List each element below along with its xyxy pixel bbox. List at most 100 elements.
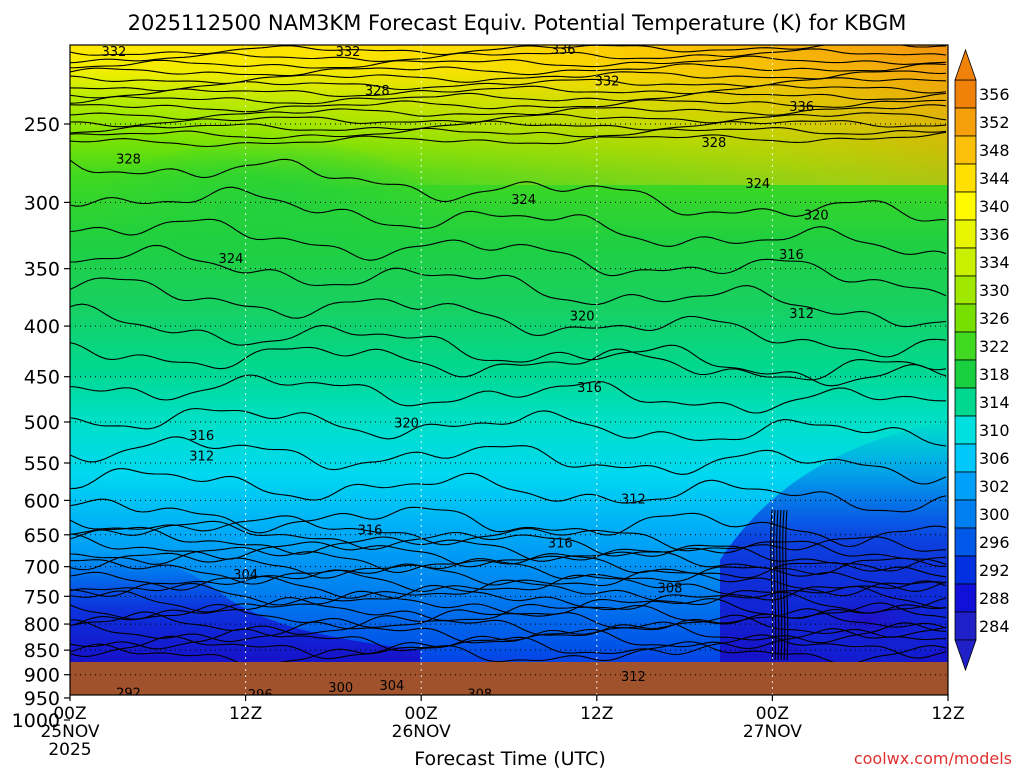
colorbar-label: 284 bbox=[979, 617, 1010, 636]
x-tick-label: 12Z bbox=[580, 704, 613, 724]
colorbar-swatch bbox=[954, 583, 977, 613]
colorbar-swatch bbox=[954, 163, 977, 193]
contour-label: 336 bbox=[789, 100, 814, 115]
contour-line bbox=[70, 99, 947, 113]
contour-line bbox=[770, 509, 774, 661]
contour-label: 316 bbox=[779, 248, 804, 263]
y-tick-label: 450 bbox=[24, 367, 60, 389]
colorbar-label: 334 bbox=[979, 253, 1010, 272]
colorbar-swatch bbox=[954, 415, 977, 445]
colorbar-label: 302 bbox=[979, 477, 1010, 496]
contour-line bbox=[70, 611, 947, 638]
y-tick-label: 650 bbox=[24, 525, 60, 547]
contour-line bbox=[782, 509, 786, 661]
colorbar-label: 344 bbox=[979, 169, 1010, 188]
colorbar-label: 296 bbox=[979, 533, 1010, 552]
contour-label: 308 bbox=[658, 581, 683, 596]
contour-line bbox=[70, 120, 947, 134]
y-tick-label: 350 bbox=[24, 259, 60, 281]
contour-label: 296 bbox=[248, 688, 273, 703]
x-tick-label: 2025 bbox=[48, 740, 91, 760]
x-axis-label: Forecast Time (UTC) bbox=[414, 748, 605, 768]
contour-line bbox=[70, 186, 947, 255]
colorbar-swatch bbox=[954, 247, 977, 277]
x-tick-label: 25NOV bbox=[40, 722, 99, 742]
colorbar-label: 318 bbox=[979, 365, 1010, 384]
colorbar-label: 356 bbox=[979, 85, 1010, 104]
colorbar-label: 352 bbox=[979, 113, 1010, 132]
contour-line bbox=[70, 628, 946, 652]
contour-line bbox=[70, 77, 947, 92]
contour-label: 324 bbox=[511, 193, 536, 208]
contour-line bbox=[773, 509, 777, 661]
contour-label: 332 bbox=[595, 75, 620, 90]
contour-line bbox=[70, 341, 947, 381]
colorbar-label: 314 bbox=[979, 393, 1010, 412]
colorbar-swatch bbox=[954, 275, 977, 305]
x-tick-label: 00Z bbox=[756, 704, 789, 724]
contour-line bbox=[70, 590, 947, 620]
colorbar-swatch bbox=[954, 107, 977, 137]
plot-area: 332 3323403363283323363283283243243203163… bbox=[70, 43, 948, 709]
contour-label: 316 bbox=[548, 537, 573, 552]
colorbar-swatch bbox=[954, 499, 977, 529]
x-tick-label: 00Z bbox=[53, 704, 86, 724]
colorbar-swatch bbox=[954, 471, 977, 501]
contour-line bbox=[70, 55, 947, 69]
contour-label: 336 bbox=[551, 43, 576, 58]
x-tick-label: 12Z bbox=[229, 704, 262, 724]
contour-line bbox=[70, 70, 947, 84]
contour-line bbox=[70, 634, 947, 660]
y-tick-label: 600 bbox=[24, 490, 60, 512]
contour-label: 320 bbox=[804, 208, 829, 223]
contour-line bbox=[70, 619, 947, 644]
colorbar-label: 310 bbox=[979, 421, 1010, 440]
contour-line bbox=[70, 569, 947, 601]
x-tick-label: 12Z bbox=[931, 704, 964, 724]
contour-line bbox=[70, 526, 947, 572]
x-tick-label: 00Z bbox=[405, 704, 438, 724]
contour-line bbox=[70, 84, 947, 99]
y-tick-label: 750 bbox=[24, 586, 60, 608]
ground-terrain bbox=[70, 662, 948, 695]
y-tick-label: 950 bbox=[24, 688, 60, 710]
colorbar-label: 340 bbox=[979, 197, 1010, 216]
contour-label: 312 bbox=[189, 449, 214, 464]
x-tick-label: 26NOV bbox=[392, 722, 451, 742]
colorbar-swatch bbox=[954, 443, 977, 473]
colorbar-top-arrow bbox=[954, 48, 977, 81]
contour-line bbox=[70, 63, 947, 77]
colorbar-swatch bbox=[954, 303, 977, 333]
contour-lines bbox=[70, 45, 947, 668]
colorbar-swatch bbox=[954, 359, 977, 389]
grid-lines bbox=[70, 45, 948, 695]
contour-label: 320 bbox=[570, 309, 595, 324]
contour-label: 304 bbox=[233, 568, 258, 583]
contour-line bbox=[70, 436, 947, 485]
colorbar-swatch bbox=[954, 219, 977, 249]
contour-line bbox=[70, 559, 947, 597]
contour-line bbox=[70, 104, 947, 121]
colorbar-swatch bbox=[954, 611, 977, 641]
contour-label: 312 bbox=[621, 492, 646, 507]
contour-line bbox=[779, 509, 783, 661]
colorbar-swatch bbox=[954, 331, 977, 361]
contour-line bbox=[70, 552, 947, 592]
contour-label: 316 bbox=[358, 523, 383, 538]
contour-line bbox=[776, 509, 780, 661]
plot-frame bbox=[69, 44, 949, 696]
contour-label: 324 bbox=[745, 177, 770, 192]
warm-pocket bbox=[100, 140, 440, 280]
colorbar-label: 326 bbox=[979, 309, 1010, 328]
contour-label: 292 bbox=[116, 686, 141, 701]
contour-line bbox=[70, 468, 947, 513]
y-tick-label: 1000 bbox=[12, 710, 60, 732]
y-tick-label: 300 bbox=[24, 192, 60, 214]
contour-line bbox=[70, 112, 947, 128]
contour-line bbox=[70, 45, 947, 56]
contour-label: 292 bbox=[204, 694, 229, 709]
y-tick-label: 800 bbox=[24, 614, 60, 636]
contour-label: 328 bbox=[116, 152, 141, 167]
